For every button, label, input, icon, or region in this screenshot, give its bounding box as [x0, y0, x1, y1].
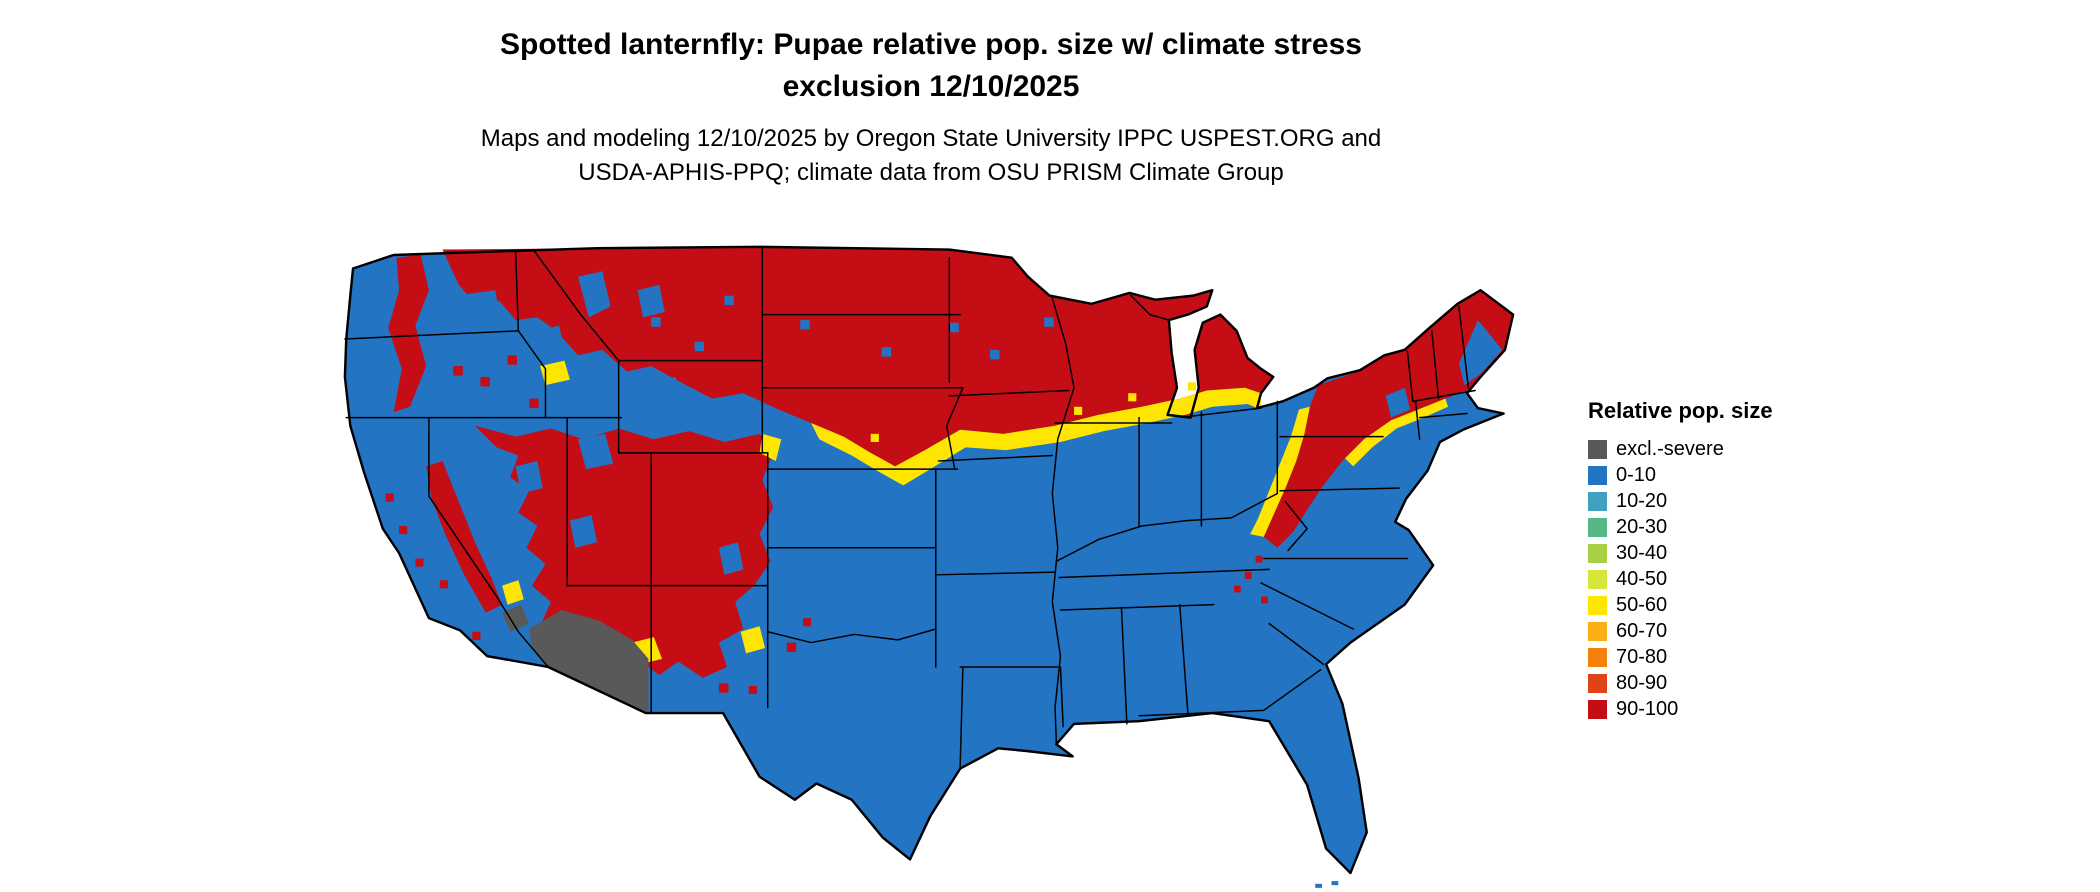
legend-swatch-50-60 — [1588, 595, 1607, 615]
legend-swatch-10-20 — [1588, 491, 1607, 511]
legend-label: 60-70 — [1616, 619, 1668, 642]
legend-swatch-40-50 — [1588, 569, 1607, 589]
legend-label: 70-80 — [1616, 645, 1668, 668]
map-keys-specks — [1315, 881, 1339, 888]
map-subtitle: Maps and modeling 12/10/2025 by Oregon S… — [0, 122, 1862, 190]
legend-item: 50-60 — [1588, 592, 1773, 618]
map-low-patches-layer — [445, 271, 1503, 575]
legend-item: 60-70 — [1588, 618, 1773, 644]
legend-label: 30-40 — [1616, 541, 1668, 564]
legend-item: 90-100 — [1588, 696, 1773, 722]
legend-item: 80-90 — [1588, 670, 1773, 696]
legend-swatch-0-10 — [1588, 465, 1607, 485]
legend-label: 10-20 — [1616, 489, 1668, 512]
map-title-line1: Spotted lanternfly: Pupae relative pop. … — [500, 28, 1362, 61]
legend-label: excl.-severe — [1616, 437, 1724, 460]
legend-item: 20-30 — [1588, 514, 1773, 540]
us-map — [343, 245, 1515, 888]
legend-heading: Relative pop. size — [1588, 398, 1773, 423]
legend-item: 40-50 — [1588, 566, 1773, 592]
legend-item: excl.-severe — [1588, 436, 1773, 462]
conus-outline — [343, 245, 1515, 875]
legend-label: 90-100 — [1616, 697, 1679, 720]
legend-label: 20-30 — [1616, 515, 1668, 538]
legend: Relative pop. size excl.-severe 0-10 10-… — [1588, 398, 1773, 722]
map-transition-layer — [502, 360, 1449, 665]
map-high-stress-layer — [385, 246, 1514, 695]
map-subtitle-line2: USDA-APHIS-PPQ; climate data from OSU PR… — [578, 159, 1284, 186]
legend-item: 0-10 — [1588, 462, 1773, 488]
legend-swatch-20-30 — [1588, 517, 1607, 537]
legend-swatch-80-90 — [1588, 673, 1607, 693]
legend-label: 80-90 — [1616, 671, 1668, 694]
legend-swatch-excl-severe — [1588, 439, 1607, 459]
legend-swatch-90-100 — [1588, 699, 1607, 719]
legend-swatch-30-40 — [1588, 543, 1607, 563]
map-title-line2: exclusion 12/10/2025 — [782, 70, 1080, 103]
legend-item: 10-20 — [1588, 488, 1773, 514]
map-title: Spotted lanternfly: Pupae relative pop. … — [0, 24, 1862, 108]
legend-item: 70-80 — [1588, 644, 1773, 670]
legend-label: 50-60 — [1616, 593, 1668, 616]
us-map-container — [312, 236, 1546, 892]
map-excluded-layer — [502, 604, 649, 714]
map-subtitle-line1: Maps and modeling 12/10/2025 by Oregon S… — [480, 125, 1382, 152]
legend-label: 0-10 — [1616, 463, 1657, 486]
state-borders — [344, 246, 1476, 768]
legend-label: 40-50 — [1616, 567, 1668, 590]
legend-item: 30-40 — [1588, 540, 1773, 566]
legend-swatch-70-80 — [1588, 647, 1607, 667]
legend-swatch-60-70 — [1588, 621, 1607, 641]
